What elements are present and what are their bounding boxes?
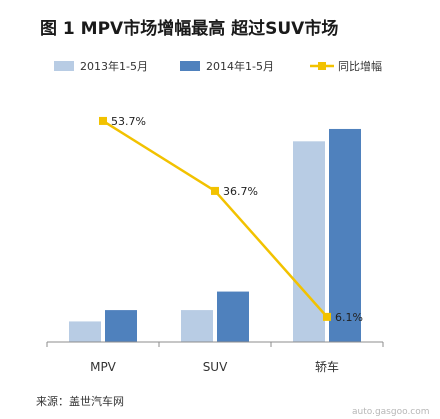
growth-data-label: 36.7% [223,185,258,198]
x-tick-label: MPV [90,360,117,374]
x-tick-label: 轿车 [315,359,339,374]
bar-MPV-2013 [69,321,101,342]
bar-SUV-2014 [217,291,249,342]
bar-MPV-2014 [105,310,137,342]
x-tick-label: SUV [203,360,228,374]
legend-swatch-2013 [54,61,74,71]
bar-SUV-2013 [181,310,213,342]
watermark: auto.gasgoo.com [352,407,430,417]
legend-marker-growth [318,62,326,70]
bar-轿车-2013 [293,141,325,342]
legend-label-2013: 2013年1-5月 [80,59,148,73]
legend-label-2014: 2014年1-5月 [206,59,274,73]
growth-point [323,312,331,321]
legend: 2013年1-5月 2014年1-5月 同比增幅 [54,59,382,73]
plot-area: MPV SUV 轿车 53.7% 36.7% 6.1% [46,115,384,374]
legend-swatch-2014 [180,61,200,71]
growth-point [211,186,219,195]
growth-data-label: 6.1% [335,311,363,324]
growth-data-label: 53.7% [111,115,146,128]
source-note: 来源：盖世汽车网 [36,394,124,408]
legend-label-growth: 同比增幅 [338,59,382,73]
growth-point [99,116,107,125]
bar-轿车-2014 [329,128,361,342]
chart-title: 图 1 MPV市场增幅最高 超过SUV市场 [40,18,338,39]
